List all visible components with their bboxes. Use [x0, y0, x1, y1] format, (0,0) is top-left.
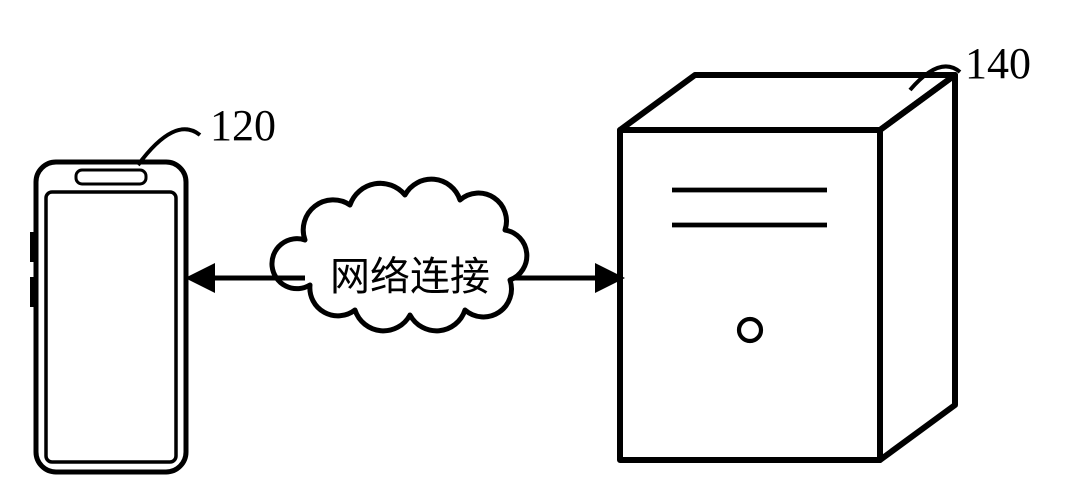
phone-device: 120: [32, 101, 276, 472]
phone-notch: [76, 170, 146, 184]
phone-screen: [46, 192, 176, 462]
phone-label: 120: [210, 101, 276, 150]
server-box: 140: [620, 39, 1031, 460]
server-power-button: [739, 319, 761, 341]
server-top-face: [620, 75, 955, 130]
server-side-face: [880, 75, 955, 460]
server-front-face: [620, 130, 880, 460]
network-diagram: 120 140 网络连接: [0, 0, 1067, 503]
cloud-label: 网络连接: [330, 254, 490, 299]
network-cloud: 网络连接: [272, 179, 527, 331]
server-label: 140: [965, 39, 1031, 88]
phone-body: [36, 162, 186, 472]
